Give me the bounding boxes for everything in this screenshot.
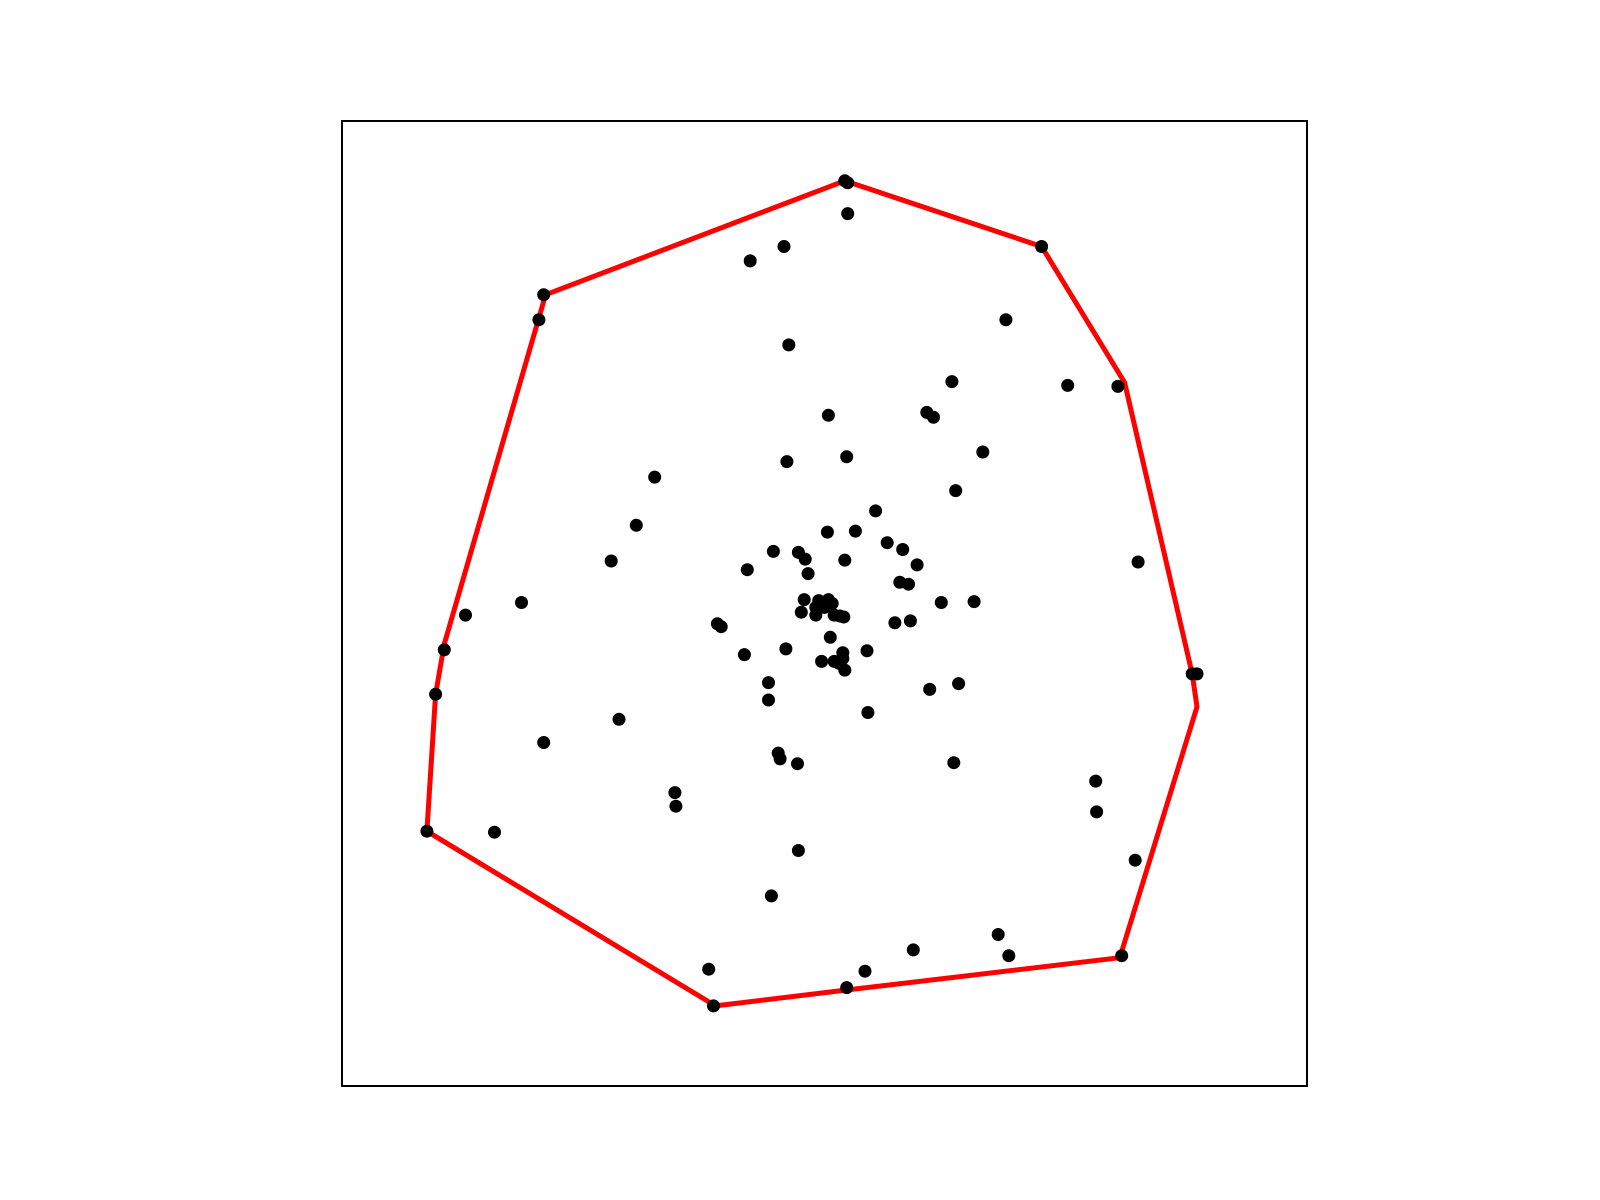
scatter-point-95	[707, 999, 720, 1012]
scatter-point-20	[869, 504, 882, 517]
scatter-point-1	[841, 207, 854, 220]
scatter-point-60	[861, 644, 874, 657]
scatter-point-5	[537, 288, 550, 301]
scatter-point-85	[792, 844, 805, 857]
scatter-point-56	[779, 642, 792, 655]
scatter-point-55	[824, 631, 837, 644]
scatter-point-94	[840, 981, 853, 994]
scatter-point-25	[605, 555, 618, 568]
scatter-point-3	[744, 254, 757, 267]
scatter-point-22	[849, 525, 862, 538]
scatter-point-36	[935, 596, 948, 609]
scatter-point-88	[992, 928, 1005, 941]
scatter-point-6	[532, 313, 545, 326]
scatter-point-65	[833, 657, 846, 670]
scatter-point-86	[1129, 854, 1142, 867]
scatter-point-24	[896, 543, 909, 556]
scatter-point-48	[459, 609, 472, 622]
scatter-point-67	[762, 676, 775, 689]
scatter-point-51	[715, 620, 728, 633]
scatter-point-4	[1035, 240, 1048, 253]
scatter-point-23	[881, 536, 894, 549]
scatter-point-81	[1089, 775, 1102, 788]
scatter-point-61	[815, 655, 828, 668]
scatter-point-83	[420, 825, 433, 838]
scatter-point-9	[1061, 379, 1074, 392]
plot-area	[342, 121, 1307, 1086]
scatter-point-78	[947, 756, 960, 769]
scatter-point-45	[809, 609, 822, 622]
scatter-point-74	[537, 736, 550, 749]
scatter-point-19	[630, 519, 643, 532]
scatter-point-38	[798, 593, 811, 606]
scatter-point-70	[952, 677, 965, 690]
scatter-point-57	[438, 643, 451, 656]
scatter-point-17	[648, 471, 661, 484]
scatter-point-89	[1002, 949, 1015, 962]
scatter-point-14	[840, 450, 853, 463]
scatter-point-69	[923, 683, 936, 696]
scatter-point-52	[837, 611, 850, 624]
scatter-point-91	[1115, 949, 1128, 962]
scatter-point-12	[927, 411, 940, 424]
scatter-point-87	[765, 889, 778, 902]
scatter-point-8	[782, 338, 795, 351]
scatter-point-73	[613, 713, 626, 726]
scatter-point-32	[802, 567, 815, 580]
scatter-point-28	[799, 553, 812, 566]
scatter-point-18	[949, 484, 962, 497]
scatter-point-97	[1111, 380, 1124, 393]
scatter-point-84	[488, 826, 501, 839]
scatter-point-96	[1186, 667, 1199, 680]
scatter-point-92	[702, 963, 715, 976]
scatter-point-31	[741, 563, 754, 576]
scatter-point-93	[859, 965, 872, 978]
scatter-point-10	[945, 375, 958, 388]
scatter-point-77	[791, 757, 804, 770]
scatter-point-21	[821, 526, 834, 539]
scatter-point-16	[780, 455, 793, 468]
scatter-point-7	[999, 313, 1012, 326]
scatter-point-54	[904, 614, 917, 627]
scatter-point-44	[795, 606, 808, 619]
scatter-point-72	[861, 706, 874, 719]
scatter-point-79	[668, 786, 681, 799]
scatter-point-26	[767, 545, 780, 558]
scatter-point-30	[911, 558, 924, 571]
scatter-point-68	[429, 688, 442, 701]
scatter-point-98	[841, 176, 854, 189]
scatter-point-15	[976, 446, 989, 459]
scatter-point-90	[907, 943, 920, 956]
scatter-point-2	[778, 240, 791, 253]
scatter-point-49	[515, 596, 528, 609]
scatter-point-82	[1090, 805, 1103, 818]
scatter-point-58	[738, 648, 751, 661]
scatter-point-71	[762, 694, 775, 707]
scatter-point-35	[1132, 556, 1145, 569]
scatter-point-80	[669, 800, 682, 813]
scatter-point-76	[774, 752, 787, 765]
scatter-point-37	[968, 595, 981, 608]
scatter-point-13	[822, 409, 835, 422]
scatter-point-53	[888, 616, 901, 629]
scatter-point-29	[838, 554, 851, 567]
scatter-point-34	[902, 578, 915, 591]
